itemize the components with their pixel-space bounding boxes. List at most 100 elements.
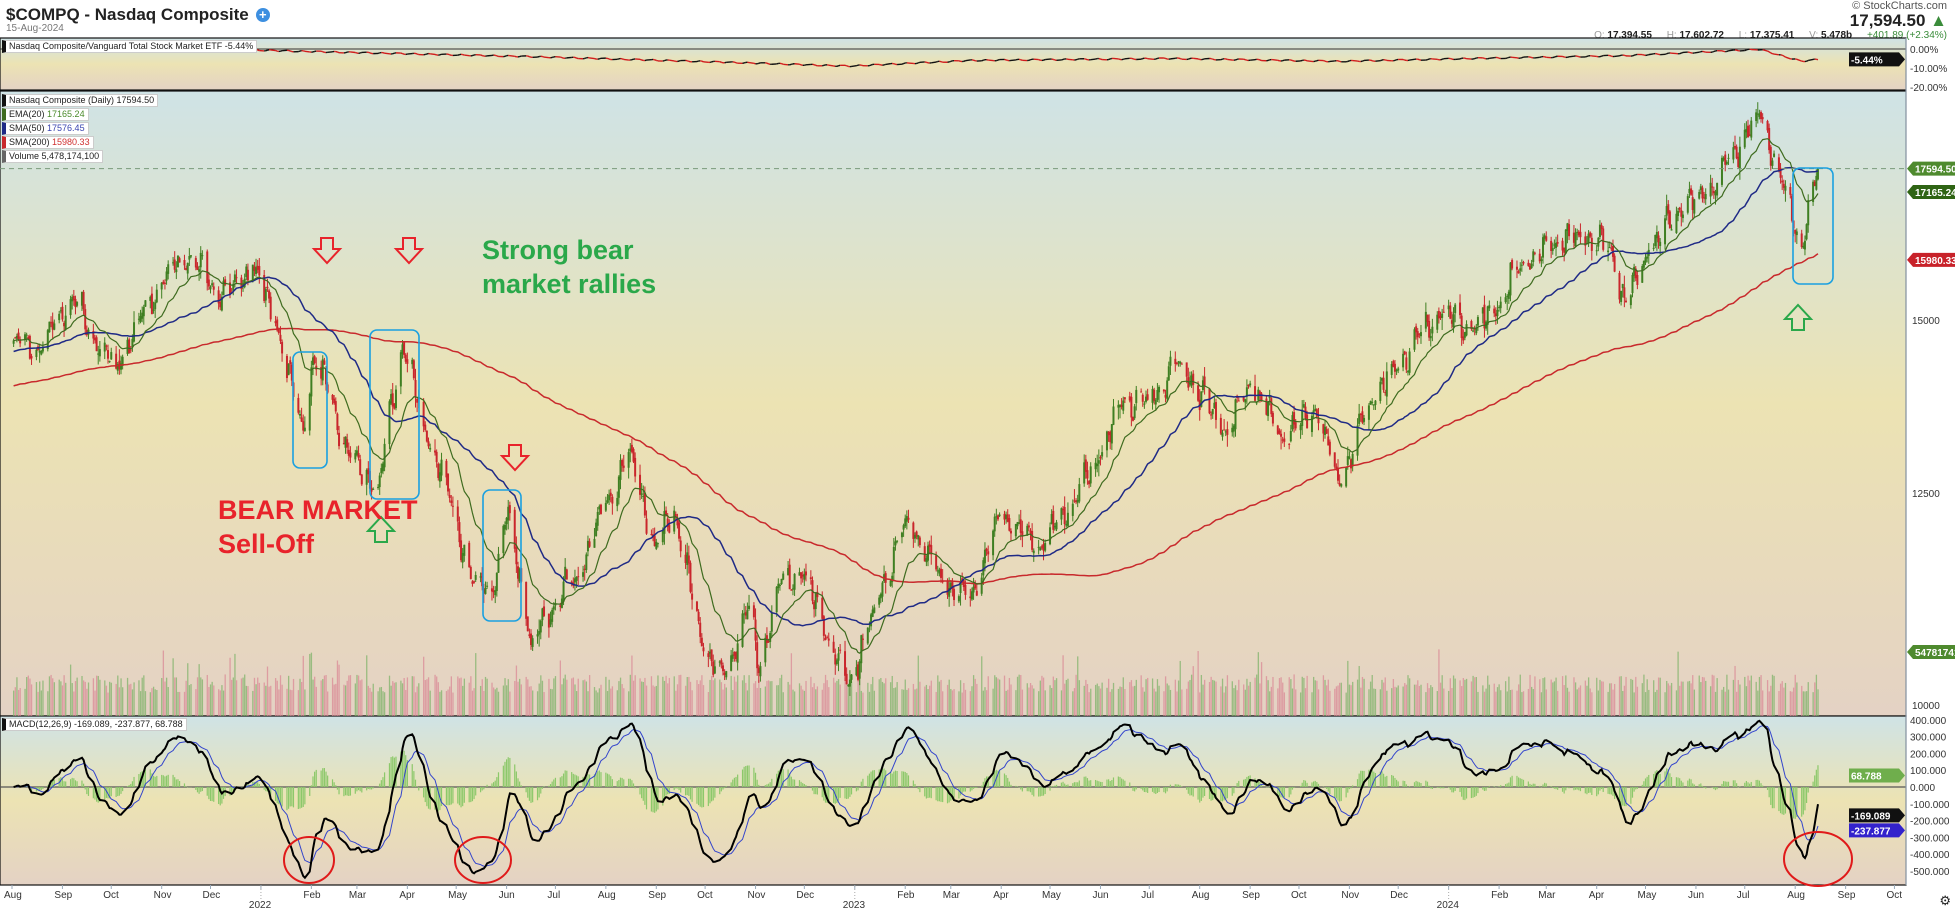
volume-bar: [1781, 681, 1783, 716]
candle-body: [1773, 153, 1776, 157]
candle-body: [401, 344, 404, 354]
candle-body: [1598, 224, 1601, 238]
volume-bar: [1007, 689, 1009, 716]
candle-body: [106, 350, 109, 359]
volume-bar: [122, 687, 124, 716]
volume-bar: [1643, 674, 1645, 716]
candle-body: [1419, 332, 1422, 337]
candle-body: [1291, 415, 1294, 430]
candle-body: [741, 613, 744, 647]
candle-body: [1088, 481, 1091, 485]
candle-body: [133, 322, 136, 342]
volume-bar: [527, 679, 529, 716]
volume-bar: [1459, 680, 1461, 716]
volume-bar: [198, 664, 200, 716]
ratio-line-segment: [1225, 58, 1228, 61]
candle-body: [721, 665, 724, 672]
panel-1: [0, 90, 1907, 717]
volume-bar: [587, 691, 589, 716]
candle-body: [1179, 361, 1182, 364]
add-icon[interactable]: +: [255, 8, 270, 22]
volume-bar: [1163, 691, 1165, 716]
volume-bar: [1680, 681, 1683, 716]
candle-body: [144, 300, 147, 307]
x-month-label: May: [1042, 890, 1061, 901]
volume-bar: [1324, 679, 1326, 716]
volume-bar: [71, 683, 73, 716]
volume-bar: [40, 690, 42, 716]
macd-tick-label: 200.000: [1910, 749, 1947, 760]
candle-body: [105, 345, 108, 347]
ratio-line-segment: [1534, 56, 1540, 59]
legend-macd: MACD(12,26,9) -169.089, -237.877, 68.788: [2, 718, 187, 731]
volume-bar: [1703, 677, 1705, 716]
candle-body: [1561, 240, 1564, 251]
ratio-line-segment: [449, 54, 452, 56]
volume-bar: [1064, 683, 1066, 716]
volume-bar: [985, 690, 988, 716]
volume-bar: [325, 675, 327, 716]
volume-bar: [1060, 690, 1063, 716]
candle-body: [80, 291, 83, 306]
source-label[interactable]: © StockCharts.com: [1852, 0, 1947, 12]
candle-body: [381, 463, 384, 472]
volume-bar: [732, 690, 734, 716]
volume-bar: [1750, 675, 1752, 716]
x-month-label: Oct: [1886, 890, 1902, 901]
ratio-line-segment: [1227, 58, 1233, 61]
volume-bar: [1008, 677, 1011, 716]
candle-body: [1167, 366, 1170, 381]
x-month-label: Oct: [1291, 890, 1307, 901]
volume-bar: [793, 691, 796, 716]
candle-body: [93, 337, 96, 341]
candle-body: [201, 255, 204, 257]
volume-tag-bg: [1907, 645, 1955, 659]
volume-bar: [240, 678, 243, 716]
candle-body: [855, 667, 858, 676]
candle-body: [791, 588, 794, 590]
ratio-line-segment: [504, 55, 507, 57]
candle-body: [1652, 247, 1655, 249]
macd-tick-label: -100.000: [1910, 800, 1950, 811]
candle-body: [1382, 377, 1385, 390]
volume-bar: [1086, 684, 1089, 716]
ratio-line-segment: [1409, 58, 1415, 61]
candle-body: [562, 581, 565, 602]
volume-bar: [836, 680, 838, 716]
volume-bar: [1723, 686, 1725, 716]
volume-bar: [1677, 651, 1679, 716]
volume-bar: [1363, 678, 1365, 716]
candle-body: [310, 367, 313, 397]
volume-bar: [427, 677, 430, 716]
volume-bar: [1498, 684, 1500, 716]
volume-bar: [1607, 691, 1609, 716]
candle-body: [1231, 427, 1234, 433]
candle-body: [873, 607, 876, 613]
volume-bar: [312, 679, 314, 716]
candle-body: [691, 593, 694, 600]
volume-bar: [1755, 681, 1757, 716]
settings-gear-icon[interactable]: ⚙: [1939, 893, 1951, 908]
candle-body: [686, 552, 689, 565]
candle-body: [1350, 459, 1353, 469]
candle-body: [1431, 326, 1434, 334]
candle-body: [878, 597, 881, 605]
candle-body: [1680, 210, 1683, 217]
volume-bar: [208, 686, 210, 716]
candle-body: [1226, 429, 1229, 435]
volume-bar: [1807, 682, 1809, 716]
volume-bar: [310, 652, 313, 716]
candle-body: [1795, 231, 1798, 236]
candle-body: [827, 638, 830, 641]
candle-body: [604, 502, 607, 511]
candle-body: [1665, 206, 1668, 216]
volume-bar: [904, 679, 906, 716]
candle-body: [713, 666, 716, 674]
volume-bar: [270, 685, 272, 716]
volume-bar: [675, 690, 677, 716]
volume-bar: [1553, 681, 1556, 716]
volume-bar: [937, 675, 939, 716]
candle-body: [450, 500, 453, 503]
x-month-label: Nov: [1341, 890, 1359, 901]
